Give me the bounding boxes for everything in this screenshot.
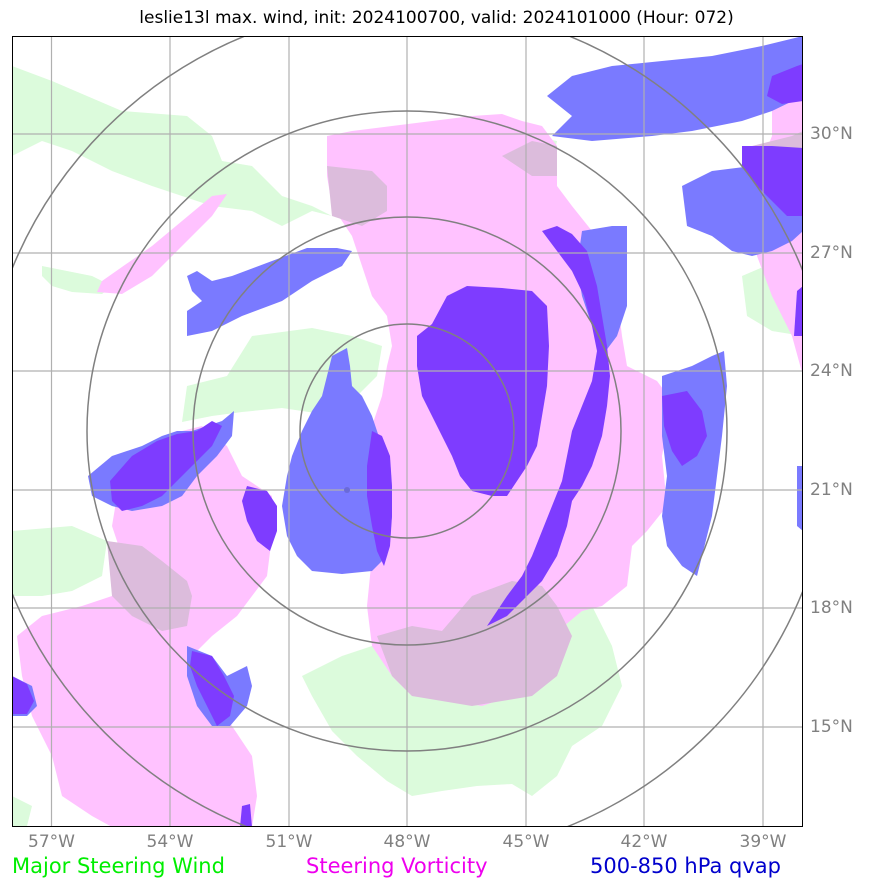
range-rings — [12, 36, 803, 827]
x-tick-label: 45°W — [502, 832, 550, 852]
storm-center-marker — [344, 487, 350, 493]
y-tick-label: 30°N — [810, 124, 853, 144]
chart-title: leslie13l max. wind, init: 2024100700, v… — [139, 8, 734, 28]
qvap-strong-area — [662, 391, 707, 466]
qvap-strong-area — [417, 286, 549, 496]
range-ring — [299, 323, 515, 539]
qvap-strong-area — [242, 486, 277, 551]
x-tick-label: 51°W — [265, 832, 313, 852]
map-panel — [12, 36, 803, 827]
overlap-area — [327, 166, 387, 226]
qvap-strong-area — [487, 226, 610, 626]
legend-steering-wind: Major Steering Wind — [12, 854, 225, 878]
x-tick-label: 54°W — [146, 832, 194, 852]
y-tick-label: 27°N — [810, 243, 853, 263]
x-tick-label: 42°W — [620, 832, 668, 852]
qvap-strong-area — [190, 651, 234, 726]
x-tick-label: 48°W — [383, 832, 431, 852]
range-ring — [192, 216, 622, 646]
wind-area — [42, 266, 112, 294]
legend-qvap: 500-850 hPa qvap — [590, 854, 781, 878]
qvap-strong-area — [767, 64, 803, 104]
y-tick-label: 24°N — [810, 361, 853, 381]
wind-area — [12, 796, 32, 826]
qvap-area — [282, 348, 392, 574]
y-tick-label: 15°N — [810, 717, 853, 737]
qvap-strong-area — [12, 676, 34, 714]
overlap-area — [377, 581, 572, 706]
wind-area — [12, 66, 332, 226]
qvap-area — [547, 36, 803, 141]
map-frame — [12, 36, 803, 827]
qvap-area — [187, 248, 352, 336]
qvap-strong-area — [240, 804, 252, 827]
graticule — [12, 36, 803, 827]
y-tick-label: 18°N — [810, 598, 853, 618]
qvap-area — [797, 466, 803, 531]
qvap-area — [577, 226, 627, 356]
x-tick-label: 57°W — [28, 832, 75, 852]
x-tick-label: 39°W — [739, 832, 787, 852]
y-tick-label: 21°N — [810, 480, 853, 500]
qvap-strong-area — [742, 146, 803, 216]
qvap-area — [662, 351, 727, 576]
qvap-strong-area — [794, 286, 803, 336]
wind-area — [12, 526, 107, 596]
overlap-area — [502, 141, 557, 176]
range-ring — [86, 110, 728, 752]
legend-steering-vorticity: Steering Vorticity — [306, 854, 488, 878]
vorticity-area — [97, 194, 227, 294]
